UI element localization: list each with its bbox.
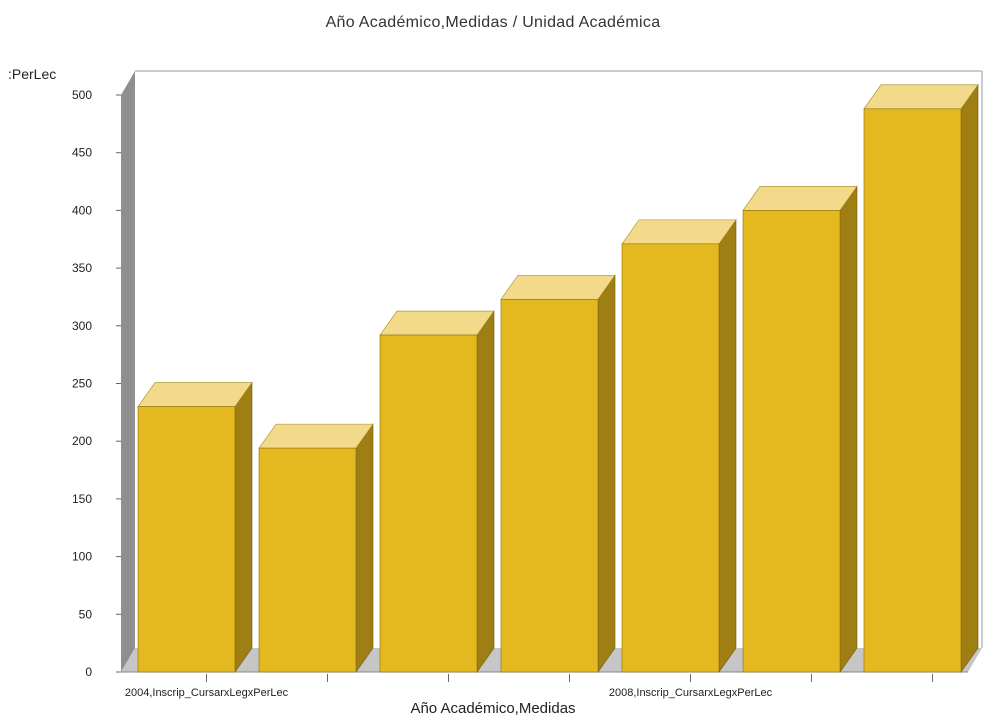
bar-top <box>500 274 616 300</box>
bar-side <box>597 274 616 673</box>
bar <box>621 243 720 673</box>
bar-side <box>960 83 979 673</box>
y-tick-label: 300 <box>72 319 92 333</box>
bar <box>258 447 357 673</box>
y-tick-label: 450 <box>72 146 92 160</box>
y-tick-label: 250 <box>72 377 92 391</box>
y-tick-label: 100 <box>72 550 92 564</box>
bar <box>500 298 599 673</box>
x-axis-title: Año Académico,Medidas <box>410 700 576 717</box>
bar <box>379 334 478 673</box>
bar-side <box>234 381 253 673</box>
bars <box>137 83 979 673</box>
bar-group <box>863 83 979 673</box>
bar-group <box>621 218 737 673</box>
y-tick-label: 350 <box>72 261 92 275</box>
y-tick-label: 50 <box>79 607 93 621</box>
bar-group <box>379 310 495 673</box>
left-wall <box>121 71 135 672</box>
bar-side <box>355 423 374 673</box>
y-tick-label: 500 <box>72 88 92 102</box>
bar-top <box>742 186 858 211</box>
bar-group <box>137 381 253 673</box>
bar-group <box>500 274 616 673</box>
bar-top <box>621 219 737 245</box>
y-tick-label: 400 <box>72 203 92 217</box>
x-tick-label: 2004,Inscrip_CursarxLegxPerLec <box>125 687 289 699</box>
bar-top <box>137 382 253 407</box>
bar <box>863 108 962 673</box>
bar-side <box>839 185 858 673</box>
y-tick-label: 0 <box>85 665 92 679</box>
x-tick-label: 2008,Inscrip_CursarxLegxPerLec <box>609 687 773 699</box>
bar-top <box>258 423 374 449</box>
bar-group <box>258 423 374 673</box>
bar <box>137 406 236 673</box>
chart-title: Año Académico,Medidas / Unidad Académica <box>325 14 661 31</box>
bar-top <box>863 84 979 110</box>
y-tick-label: 200 <box>72 434 92 448</box>
bar-top <box>379 310 495 336</box>
bar-side <box>476 310 495 673</box>
bar-side <box>718 218 737 673</box>
axis-labels: 0 50 100 150 200 250 300 350 400 450 500 2004,Inscr… <box>72 88 773 699</box>
y-axis-title: :PerLec <box>8 66 57 82</box>
y-tick-label: 150 <box>72 492 92 506</box>
bar <box>742 210 841 673</box>
bar-group <box>742 185 858 673</box>
